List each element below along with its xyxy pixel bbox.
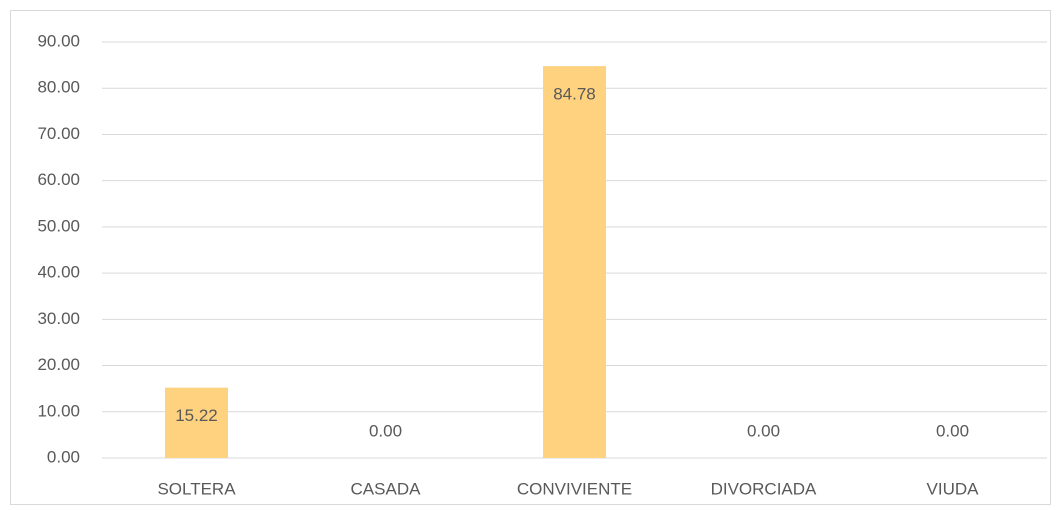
y-tick-label: 10.00: [37, 401, 80, 420]
x-tick-label: DIVORCIADA: [711, 479, 817, 498]
y-tick-label: 20.00: [37, 355, 80, 374]
y-tick-label: 60.00: [37, 170, 80, 189]
y-tick-label: 40.00: [37, 263, 80, 282]
y-tick-label: 50.00: [37, 216, 80, 235]
data-label: 15.22: [175, 406, 218, 425]
y-tick-label: 80.00: [37, 78, 80, 97]
x-tick-label: SOLTERA: [157, 479, 236, 498]
x-tick-label: VIUDA: [927, 479, 980, 498]
bar: [543, 66, 606, 459]
data-label: 0.00: [369, 421, 402, 440]
y-tick-label: 70.00: [37, 124, 80, 143]
data-label: 84.78: [553, 85, 596, 104]
data-label: 0.00: [747, 421, 780, 440]
data-label: 0.00: [936, 421, 969, 440]
x-tick-label: CASADA: [351, 479, 422, 498]
y-tick-label: 30.00: [37, 309, 80, 328]
bar: [165, 387, 228, 458]
y-tick-label: 0.00: [47, 447, 80, 466]
y-tick-label: 90.00: [37, 31, 80, 50]
x-tick-label: CONVIVIENTE: [517, 479, 632, 498]
